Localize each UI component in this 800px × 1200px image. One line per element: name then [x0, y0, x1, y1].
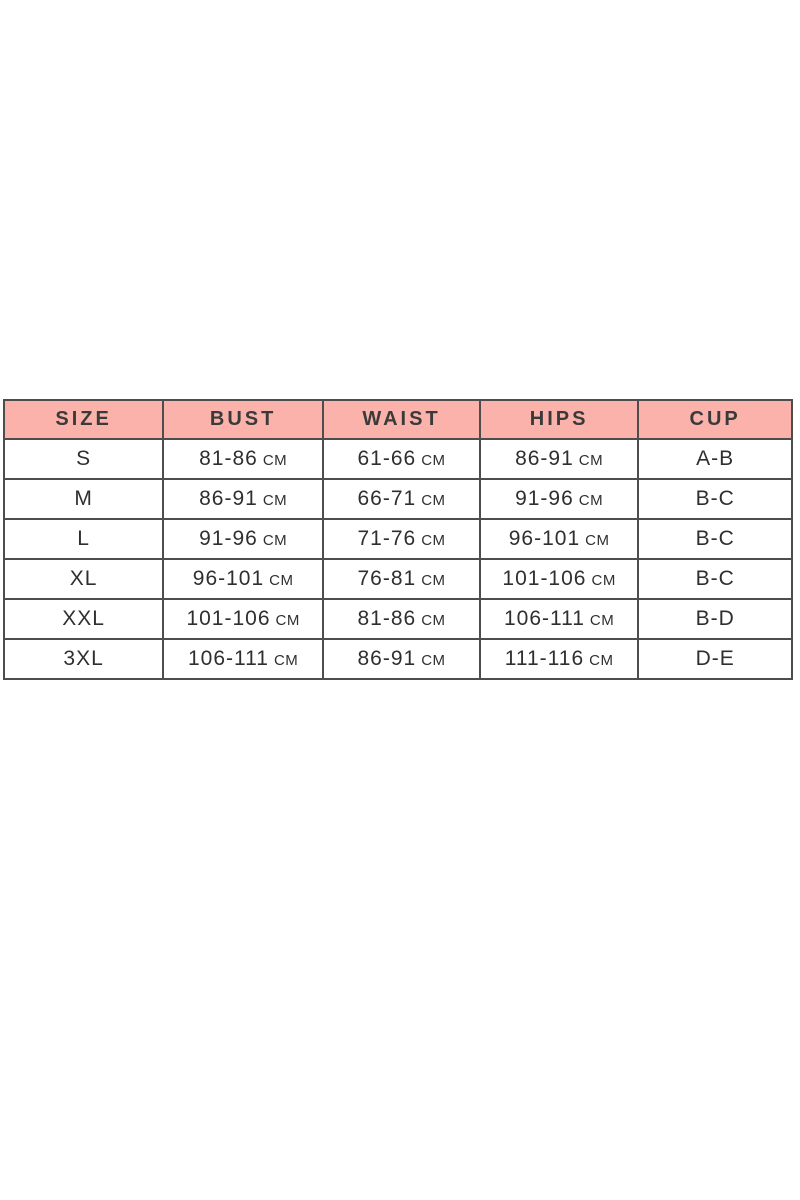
table-row: L 91-96 CM 71-76 CM 96-101 CM B-C — [2, 518, 793, 560]
measurement-unit: CM — [421, 452, 446, 469]
measurement-unit: CM — [421, 612, 446, 629]
cell-hips: 101-106 CM — [478, 558, 640, 600]
cell-size: M — [2, 478, 165, 520]
cell-bust: 91-96 CM — [162, 518, 325, 560]
header-cup: CUP — [637, 399, 793, 440]
header-size: SIZE — [2, 399, 165, 440]
measurement-unit: CM — [262, 492, 288, 509]
size-chart-table: SIZE BUST WAIST HIPS CUP S 81-86 CM 61-66… — [2, 399, 793, 680]
measurement-value: 61-66 — [357, 447, 417, 470]
measurement-value: 81-86 — [357, 607, 417, 630]
measurement-value: 86-91 — [515, 447, 574, 470]
cell-hips: 91-96 CM — [478, 478, 640, 520]
size-chart: SIZE BUST WAIST HIPS CUP S 81-86 CM 61-66… — [2, 399, 793, 680]
cell-size: S — [2, 438, 165, 480]
cell-cup: B-C — [637, 478, 793, 520]
table-row: XL 96-101 CM 76-81 CM 101-106 CM B-C — [2, 558, 793, 600]
measurement-unit: CM — [421, 532, 446, 549]
cell-waist: 66-71 CM — [322, 478, 481, 520]
measurement-unit: CM — [421, 652, 446, 669]
measurement-unit: CM — [275, 612, 300, 629]
measurement-unit: CM — [585, 532, 610, 549]
measurement-unit: CM — [262, 452, 288, 469]
measurement-value: 86-91 — [357, 647, 417, 670]
cell-waist: 61-66 CM — [322, 438, 481, 480]
cell-size: L — [2, 518, 165, 560]
cell-hips: 111-116 CM — [478, 638, 640, 680]
cell-bust: 106-111 CM — [162, 638, 325, 680]
measurement-unit: CM — [273, 652, 299, 669]
measurement-value: 96-101 — [508, 527, 581, 550]
table-row: S 81-86 CM 61-66 CM 86-91 CM A-B — [2, 438, 793, 480]
cell-cup: D-E — [637, 638, 793, 680]
measurement-value: 96-101 — [192, 567, 265, 590]
measurement-unit: CM — [578, 452, 604, 469]
measurement-value: 111-116 — [504, 647, 585, 670]
cell-waist: 76-81 CM — [322, 558, 481, 600]
measurement-unit: CM — [591, 572, 616, 589]
measurement-value: 66-71 — [357, 487, 417, 510]
measurement-unit: CM — [269, 572, 294, 589]
measurement-value: 91-96 — [199, 527, 258, 550]
cell-cup: B-C — [637, 518, 793, 560]
cell-cup: B-D — [637, 598, 793, 640]
cell-waist: 81-86 CM — [322, 598, 481, 640]
measurement-value: 76-81 — [357, 567, 417, 590]
table-row: XXL 101-106 CM 81-86 CM 106-111 CM B-D — [2, 598, 793, 640]
header-bust: BUST — [162, 399, 325, 440]
measurement-value: 106-111 — [503, 607, 585, 630]
measurement-unit: CM — [589, 612, 615, 629]
cell-hips: 86-91 CM — [478, 438, 640, 480]
measurement-unit: CM — [578, 492, 604, 509]
header-row: SIZE BUST WAIST HIPS CUP — [2, 399, 793, 440]
table-row: M 86-91 CM 66-71 CM 91-96 CM B-C — [2, 478, 793, 520]
cell-bust: 86-91 CM — [162, 478, 325, 520]
table-row: 3XL 106-111 CM 86-91 CM 111-116 CM D-E — [2, 638, 793, 680]
measurement-unit: CM — [421, 572, 446, 589]
cell-size: XL — [2, 558, 165, 600]
measurement-unit: CM — [421, 492, 446, 509]
cell-bust: 101-106 CM — [162, 598, 325, 640]
measurement-value: 86-91 — [199, 487, 258, 510]
cell-cup: B-C — [637, 558, 793, 600]
measurement-value: 91-96 — [515, 487, 574, 510]
cell-bust: 81-86 CM — [162, 438, 325, 480]
cell-cup: A-B — [637, 438, 793, 480]
cell-waist: 71-76 CM — [322, 518, 481, 560]
header-hips: HIPS — [478, 399, 640, 440]
cell-waist: 86-91 CM — [322, 638, 481, 680]
measurement-value: 81-86 — [199, 447, 258, 470]
cell-hips: 96-101 CM — [478, 518, 640, 560]
measurement-value: 106-111 — [188, 647, 269, 670]
measurement-value: 71-76 — [357, 527, 417, 550]
cell-bust: 96-101 CM — [162, 558, 325, 600]
measurement-value: 101-106 — [502, 567, 587, 590]
cell-size: 3XL — [2, 638, 165, 680]
header-waist: WAIST — [322, 399, 481, 440]
cell-size: XXL — [2, 598, 165, 640]
measurement-value: 101-106 — [186, 607, 271, 630]
cell-hips: 106-111 CM — [478, 598, 640, 640]
measurement-unit: CM — [262, 532, 288, 549]
measurement-unit: CM — [589, 652, 614, 669]
